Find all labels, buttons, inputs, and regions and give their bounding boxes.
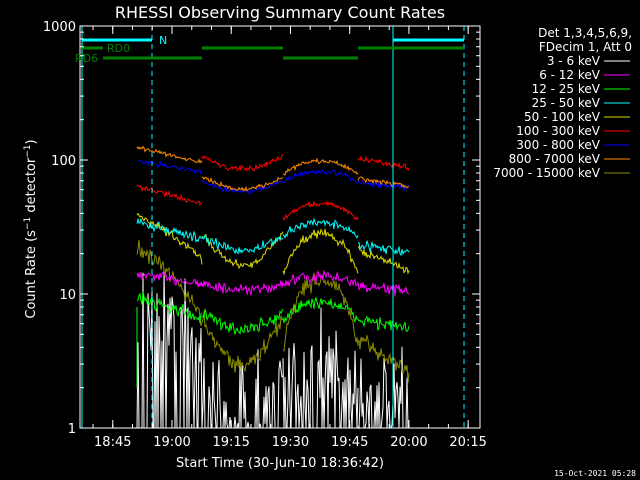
- y-tick-label: 100: [51, 154, 76, 169]
- y-tick-label: 10: [59, 288, 76, 303]
- series-line-1: [136, 269, 409, 430]
- legend-label: 100 - 300 keV: [516, 124, 600, 138]
- y-tick-label: 1: [68, 422, 76, 437]
- x-tick-label: 19:45: [331, 435, 368, 450]
- annotation-layer: N RD0 RD6: [75, 26, 465, 428]
- x-tick-label: 19:30: [272, 435, 309, 450]
- legend: Det 1,3,4,5,6,9, FDecim 1, Att 0 3 - 6 k…: [493, 26, 632, 180]
- x-tick-label: 18:45: [94, 435, 131, 450]
- x-tick-label: 19:15: [212, 435, 249, 450]
- plot-frame: [79, 25, 481, 429]
- legend-label: 6 - 12 keV: [539, 68, 601, 82]
- y-axis-label: Count Rate (s−1 detector−1): [23, 139, 39, 318]
- legend-label: 12 - 25 keV: [532, 82, 601, 96]
- x-tick-label: 20:15: [449, 435, 486, 450]
- series-line-9: [136, 239, 410, 383]
- y-tick-label: 1000: [43, 20, 76, 35]
- legend-label: 25 - 50 keV: [532, 96, 601, 110]
- legend-label: 50 - 100 keV: [524, 110, 601, 124]
- series-line-7: [136, 159, 410, 196]
- legend-header-line-2: FDecim 1, Att 0: [539, 40, 632, 54]
- rd6-flag-label: RD6: [75, 52, 98, 65]
- series-line-6: [136, 153, 410, 221]
- series-line-2: [136, 270, 410, 297]
- series-line-3: [136, 291, 410, 335]
- plot-border: [79, 25, 481, 429]
- series-line-8: [136, 145, 410, 192]
- night-flag-label: N: [159, 34, 167, 47]
- axis-layer: 1 10 100 1000 18:45 19:00 19:15 19:30 19:45 20:00…: [43, 20, 487, 450]
- series-line-5: [136, 212, 410, 276]
- timestamp: 15-Oct-2021 05:28: [554, 469, 636, 478]
- legend-label: 300 - 800 keV: [516, 138, 600, 152]
- x-axis-label: Start Time (30-Jun-10 18:36:42): [176, 456, 384, 471]
- series-line-4: [136, 217, 410, 257]
- rd0-flag-label: RD0: [107, 42, 130, 55]
- x-tick-label: 19:00: [153, 435, 190, 450]
- legend-label: 7000 - 15000 keV: [493, 166, 600, 180]
- data-layer: [136, 145, 410, 430]
- legend-label: 800 - 7000 keV: [509, 152, 601, 166]
- x-tick-label: 20:00: [390, 435, 427, 450]
- legend-header-line-1: Det 1,3,4,5,6,9,: [538, 26, 632, 40]
- legend-label: 3 - 6 keV: [547, 54, 601, 68]
- chart-title: RHESSI Observing Summary Count Rates: [115, 3, 445, 22]
